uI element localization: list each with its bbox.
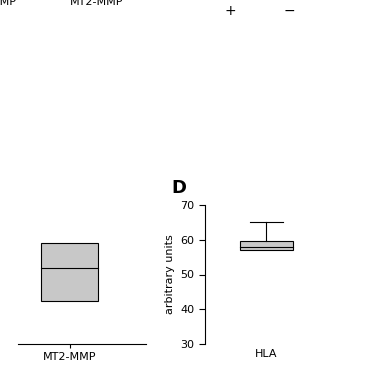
Bar [251,56,341,161]
Bar [74,81,116,146]
Bar [66,65,125,162]
Bar [38,26,153,201]
Bar [217,91,255,126]
Text: MMP: MMP [0,0,17,7]
Bar [239,242,294,250]
Bar [263,70,328,147]
Bar [0,26,98,201]
Bar [109,48,191,179]
Text: −: − [283,4,295,18]
Text: MT2-MMP: MT2-MMP [70,0,123,7]
Bar [187,56,285,161]
Bar [278,91,314,126]
Bar [201,70,271,147]
Bar [0,48,78,179]
Bar [129,81,171,146]
Bar [79,92,112,135]
Bar [134,92,167,135]
Bar [0,65,64,162]
Bar [272,82,320,135]
Bar [120,65,180,162]
Bar [92,26,208,201]
Bar [211,82,261,135]
Y-axis label: arbitrary units: arbitrary units [165,235,175,314]
Text: D: D [171,179,186,197]
Bar [54,48,136,179]
Bar [1,81,54,146]
Text: +: + [225,4,236,18]
Bar [41,243,98,301]
Bar [7,92,48,135]
